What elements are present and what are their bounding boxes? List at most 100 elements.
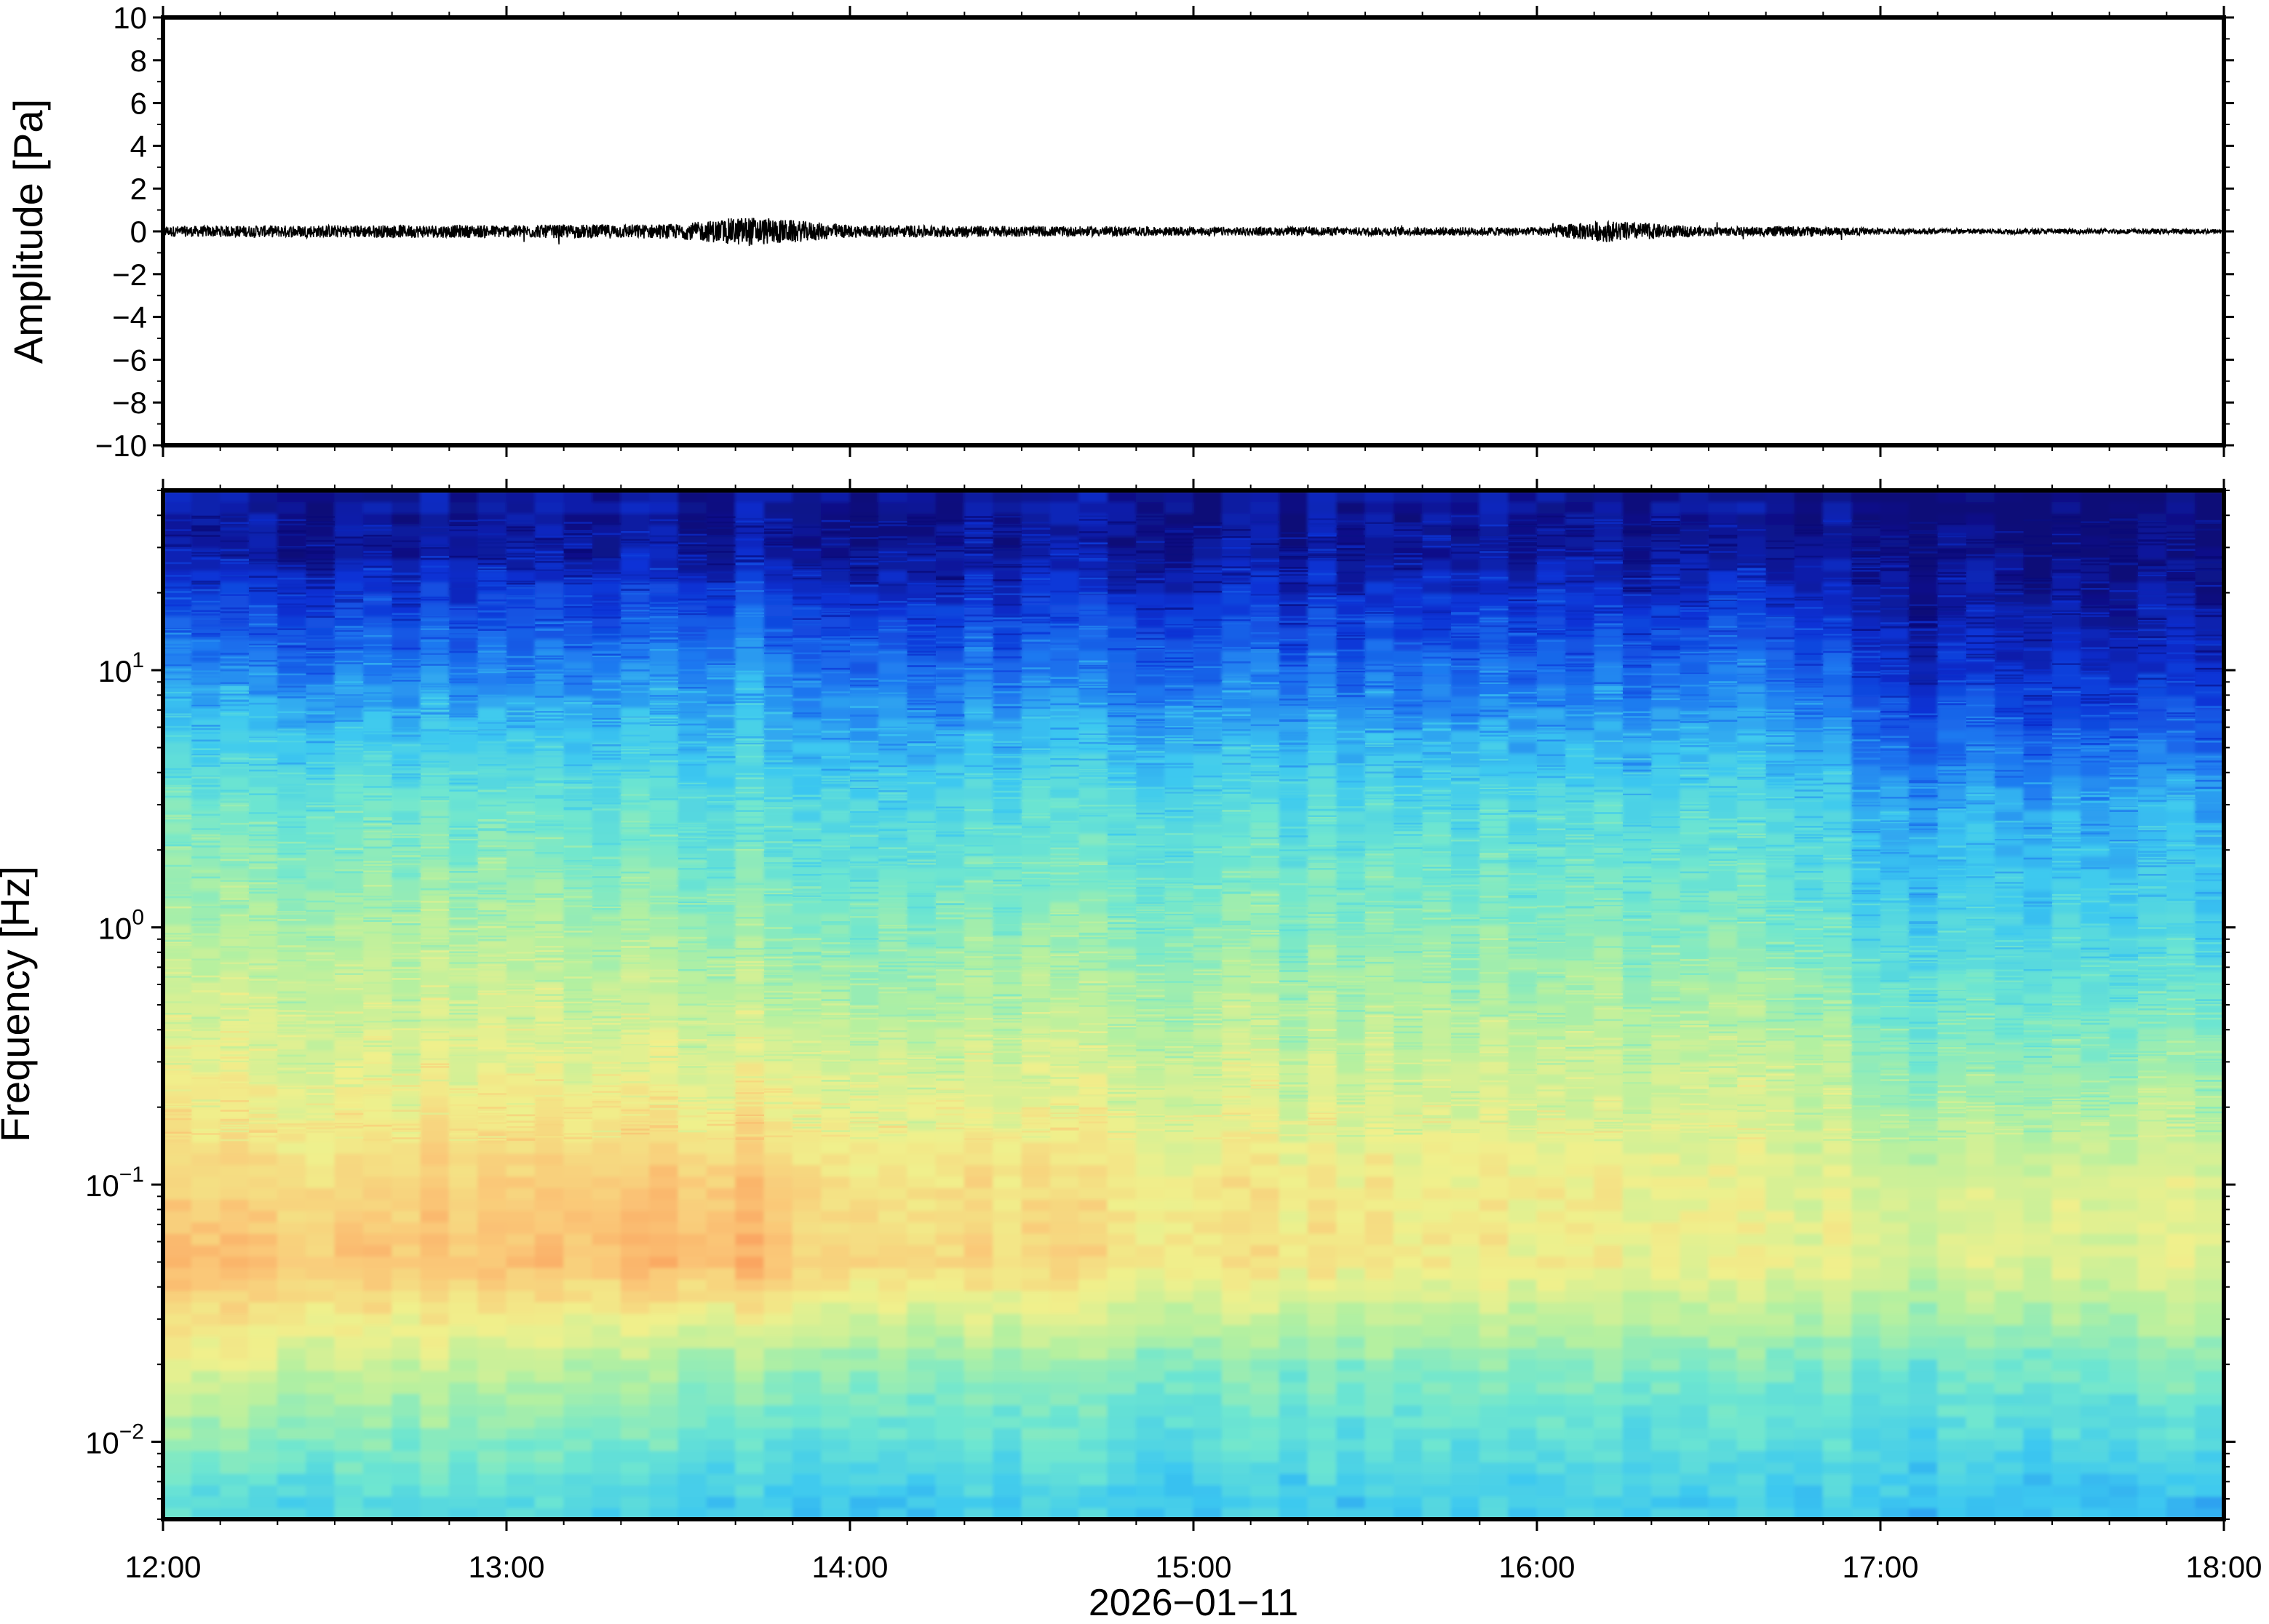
spectrogram-cell (1594, 1290, 1624, 1302)
spectrogram-cell (1250, 1370, 1280, 1382)
spectrogram-cell (1279, 604, 1308, 617)
spectrogram-cell (849, 1164, 879, 1177)
spectrogram-cell (735, 832, 765, 845)
spectrogram-cell (963, 1461, 994, 1474)
spectrogram-cell (220, 1027, 250, 1040)
spectrogram-cell (1250, 1267, 1280, 1280)
spectrogram-cell (334, 707, 364, 720)
spectrogram-cell (649, 982, 679, 994)
spectrogram-cell (448, 1313, 479, 1326)
spectrogram-cell (1680, 1290, 1709, 1302)
spectrogram-cell (1422, 501, 1452, 514)
spectrogram-cell (821, 1370, 851, 1382)
spectrogram-cell (1708, 936, 1738, 948)
spectrogram-cell (935, 1267, 965, 1280)
spectrogram-cell (620, 901, 651, 914)
spectrogram-cell (277, 776, 307, 788)
spectrogram-cell (1135, 1404, 1166, 1417)
spectrogram-cell (220, 524, 250, 537)
spectrogram-cell (420, 1484, 450, 1497)
spectrogram-cell (1221, 1324, 1252, 1337)
spectrogram-cell (1708, 1427, 1738, 1440)
spectrogram-cell (1221, 1153, 1252, 1166)
spectrogram-cell (277, 1038, 307, 1051)
spectrogram-cell (1364, 1450, 1394, 1462)
spectrogram-cell (248, 604, 278, 617)
spectrogram-cell (191, 1233, 221, 1246)
spectrogram-cell (1508, 1450, 1538, 1462)
spectrogram-cell (1708, 1347, 1738, 1360)
spectrogram-cell (477, 1027, 507, 1040)
spectrogram-cell (1508, 752, 1538, 765)
spectrogram-cell (706, 1016, 736, 1028)
spectrogram-cell (1250, 1153, 1280, 1166)
spectrogram-cell (649, 1256, 679, 1268)
spectrogram-cell (163, 1187, 192, 1200)
spectrogram-cell (1736, 1461, 1767, 1474)
spectrogram-cell (277, 1438, 307, 1452)
spectrogram-cell (248, 684, 278, 697)
spectrogram-cell (1193, 718, 1223, 731)
spectrogram-cell (1479, 1107, 1509, 1120)
spectrogram-cell (592, 1210, 621, 1222)
spectrogram-cell (277, 798, 307, 811)
spectrogram-cell (849, 1153, 879, 1166)
spectrogram-cell (1193, 1347, 1223, 1360)
spectrogram-cell (792, 1142, 822, 1154)
spectrogram-cell (334, 1267, 364, 1280)
spectrogram-cell (963, 1473, 994, 1486)
spectrogram-cell (1594, 1461, 1624, 1474)
spectrogram-cell (306, 592, 335, 605)
spectrogram-cell (306, 901, 335, 914)
spectrogram-cell (1594, 867, 1624, 880)
spectrogram-cell (935, 1370, 965, 1382)
spectrogram-cell (1422, 1416, 1452, 1428)
spectrogram-cell (1650, 1358, 1681, 1372)
spectrogram-cell (248, 982, 278, 994)
spectrogram-cell (993, 604, 1022, 617)
spectrogram-cell (420, 490, 450, 503)
spectrogram-cell (849, 661, 879, 674)
spectrogram-cell (849, 1438, 879, 1452)
spectrogram-cell (334, 1130, 364, 1142)
spectrogram-cell (763, 1016, 793, 1028)
spectrogram-cell (1650, 1198, 1681, 1211)
spectrogram-cell (448, 844, 479, 857)
spectrogram-cell (821, 1222, 851, 1234)
spectrogram-cell (1336, 512, 1366, 525)
spectrogram-cell (248, 696, 278, 708)
spectrogram-cell (1021, 1084, 1051, 1097)
spectrogram-cell (1193, 1393, 1223, 1406)
spectrogram-cell (1364, 1233, 1394, 1246)
spectrogram-cell (248, 1027, 278, 1040)
spectrogram-cell (420, 1164, 450, 1177)
spectrogram-cell (1021, 1347, 1051, 1360)
spectrogram-cell (649, 627, 679, 640)
spectrogram-cell (677, 1142, 707, 1154)
spectrogram-cell (448, 512, 479, 525)
spectrogram-cell (448, 558, 479, 571)
spectrogram-cell (1508, 558, 1538, 571)
spectrogram-cell (1336, 1244, 1366, 1257)
spectrogram-cell (191, 1142, 221, 1154)
spectrogram-cell (1364, 1187, 1394, 1200)
spectrogram-cell (1364, 1427, 1394, 1440)
spectrogram-cell (1479, 1187, 1509, 1200)
spectrogram-cell (163, 1358, 192, 1372)
spectrogram-cell (1680, 1222, 1709, 1234)
spectrogram-cell (1736, 1484, 1767, 1497)
spectrogram-cell (1250, 1290, 1280, 1302)
spectrogram-cell (1479, 1130, 1509, 1142)
spectrogram-cell (1250, 1210, 1280, 1222)
spectrogram-cell (362, 1370, 393, 1382)
spectrogram-cell (1680, 867, 1709, 880)
spectrogram-cell (649, 1072, 679, 1086)
spectrogram-cell (1221, 501, 1252, 514)
spectrogram-cell (191, 1256, 221, 1268)
spectrogram-cell (1450, 1382, 1480, 1394)
spectrogram-cell (563, 912, 593, 926)
spectrogram-cell (706, 1347, 736, 1360)
spectrogram-cell (1107, 650, 1137, 663)
spectrogram-cell (1336, 798, 1366, 811)
spectrogram-cell (935, 856, 965, 868)
